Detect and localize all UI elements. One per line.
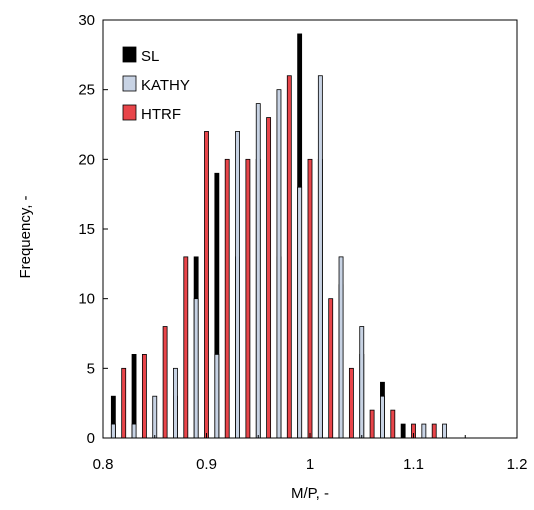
bar-kathy xyxy=(214,353,220,439)
series-htrf xyxy=(121,75,437,439)
bar-htrf xyxy=(121,367,127,439)
bar-kathy xyxy=(110,423,116,439)
bar-htrf xyxy=(328,298,334,439)
bar-kathy xyxy=(338,256,344,439)
bar-htrf xyxy=(183,256,189,439)
bar-kathy xyxy=(152,395,158,439)
bar-kathy xyxy=(173,367,178,439)
y-tick-label: 20 xyxy=(78,151,95,168)
bar-kathy xyxy=(442,423,447,439)
bar-htrf xyxy=(245,158,251,439)
x-tick-label: 1 xyxy=(306,456,314,473)
bar-htrf xyxy=(390,409,396,439)
bar-htrf xyxy=(348,367,354,439)
bar-htrf xyxy=(369,409,375,439)
legend-swatch-htrf xyxy=(122,104,137,121)
legend-label-kathy: KATHY xyxy=(141,77,190,94)
axes-layer: 0.8 0.9 1 1.1 1.2 0 5 10 15 20 25 30 xyxy=(78,12,527,473)
legend: SL KATHY HTRF xyxy=(122,46,190,123)
bar-kathy xyxy=(359,326,365,439)
bar-htrf xyxy=(431,423,437,439)
y-axis-label: Frequency, - xyxy=(17,195,34,278)
bar-kathy xyxy=(297,186,303,439)
bar-htrf xyxy=(141,353,147,439)
bar-kathy xyxy=(317,75,323,439)
x-axis-label: M/P, - xyxy=(291,485,329,502)
legend-label-sl: SL xyxy=(141,48,159,65)
bar-htrf xyxy=(162,326,168,439)
y-tick-label: 0 xyxy=(87,430,95,447)
y-tick-label: 25 xyxy=(78,82,95,99)
bars-layer xyxy=(110,33,447,439)
series-kathy xyxy=(110,75,447,439)
x-tick-label: 1.2 xyxy=(507,456,528,473)
bar-kathy xyxy=(131,423,137,439)
x-tick-label: 0.9 xyxy=(196,456,217,473)
bar-kathy xyxy=(276,89,282,439)
y-tick-label: 10 xyxy=(78,291,95,308)
legend-swatch-sl xyxy=(122,46,137,63)
bar-kathy xyxy=(380,395,385,439)
bar-htrf xyxy=(266,117,272,439)
bar-htrf xyxy=(204,131,209,439)
x-tick-label: 0.8 xyxy=(93,456,114,473)
bar-htrf xyxy=(307,158,313,439)
bar-htrf xyxy=(286,75,292,439)
y-tick-label: 15 xyxy=(78,221,95,238)
y-tick-label: 5 xyxy=(87,360,95,377)
bar-sl xyxy=(400,423,406,439)
bar-kathy xyxy=(421,423,427,439)
bar-htrf xyxy=(224,158,230,439)
legend-label-htrf: HTRF xyxy=(141,106,181,123)
y-tick-label: 30 xyxy=(78,12,95,29)
legend-swatch-kathy xyxy=(122,75,137,92)
x-tick-label: 1.1 xyxy=(403,456,424,473)
bar-kathy xyxy=(255,103,261,439)
bar-kathy xyxy=(193,298,199,439)
bar-kathy xyxy=(235,131,240,439)
